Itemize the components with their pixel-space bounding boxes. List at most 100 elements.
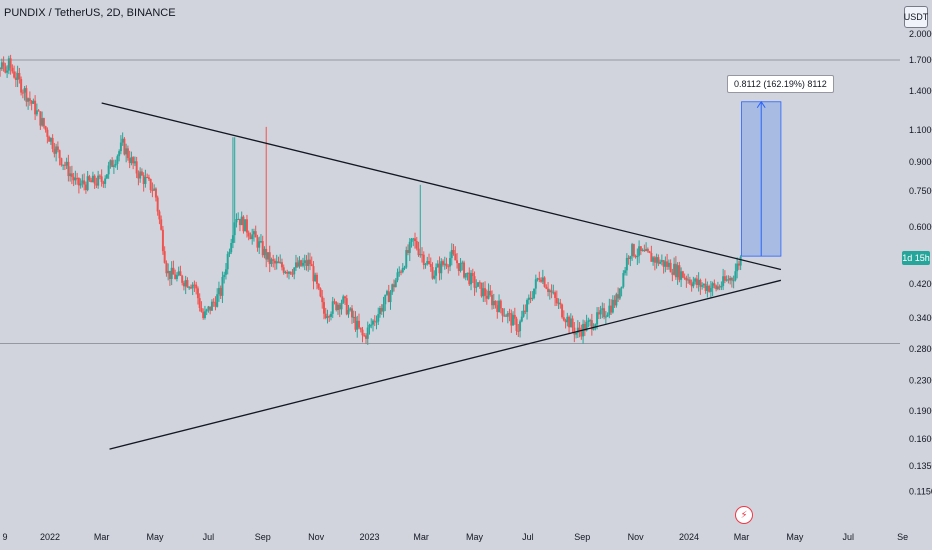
candle-body	[301, 262, 304, 266]
candle-body	[186, 280, 189, 288]
currency-button[interactable]: USDT	[904, 6, 928, 28]
candle-body	[578, 327, 581, 331]
candle-body	[415, 241, 418, 249]
candle-body	[310, 264, 313, 267]
candle-body	[531, 298, 534, 300]
candle-body	[688, 279, 691, 284]
candle-body	[641, 249, 644, 251]
candle-body	[294, 262, 297, 268]
candle-body	[447, 266, 450, 268]
candle-body	[28, 98, 31, 102]
candle-body	[718, 286, 721, 288]
candle-body	[496, 305, 499, 313]
candle-body	[533, 288, 536, 299]
candle-body	[219, 287, 222, 296]
candle-body	[622, 273, 625, 287]
candle-body	[149, 178, 152, 191]
x-tick-label: Jul	[843, 532, 855, 542]
candle-body	[174, 274, 177, 280]
candle-body	[6, 70, 9, 73]
candle-body	[368, 324, 371, 328]
trendline-0[interactable]	[101, 102, 782, 271]
candle-body	[343, 296, 346, 299]
candle-body	[151, 190, 154, 192]
time-axis[interactable]: 9 2022 Mar May Jul Sep Nov 2023 Mar May Jul Sep Nov 2…	[2, 532, 908, 542]
candle-body	[32, 100, 35, 104]
candle-body	[550, 290, 553, 293]
candle-body	[256, 237, 259, 248]
candle-body	[321, 296, 324, 303]
candle-body	[421, 254, 424, 256]
candle-body	[408, 241, 411, 253]
candle-body	[156, 197, 159, 212]
x-tick-label: 2024	[679, 532, 699, 542]
candle-body	[403, 267, 406, 269]
lightning-icon[interactable]: ⚡	[735, 506, 753, 524]
candle-body	[436, 263, 439, 268]
candle-body	[98, 175, 101, 177]
candle-body	[95, 183, 98, 186]
candle-body	[139, 171, 142, 179]
candle-body	[599, 310, 602, 315]
candle-body	[631, 244, 634, 257]
candle-body	[30, 101, 33, 104]
x-tick-label: Jul	[203, 532, 215, 542]
x-tick-label: 2023	[359, 532, 379, 542]
candle-body	[664, 261, 667, 267]
candle-body	[380, 307, 383, 312]
candle-body	[198, 298, 201, 308]
candle-body	[154, 188, 157, 198]
candle-body	[60, 158, 63, 166]
candle-body	[163, 251, 166, 263]
candle-body	[140, 171, 143, 176]
candle-body	[492, 300, 495, 306]
candle-body	[513, 314, 516, 319]
candle-body	[84, 184, 87, 191]
candle-body	[716, 286, 719, 290]
candle-body	[680, 271, 683, 280]
candle-body	[522, 310, 525, 317]
candle-body	[70, 173, 73, 177]
candle-body	[65, 161, 68, 166]
candle-body	[484, 288, 487, 296]
candle-body	[566, 316, 569, 323]
candle-body	[237, 218, 240, 220]
candle-body	[636, 255, 639, 258]
candle-body	[249, 236, 252, 240]
candle-body	[393, 284, 396, 288]
candle-body	[543, 277, 546, 287]
candle-body	[291, 273, 294, 275]
candle-body	[74, 177, 77, 181]
candle-body	[639, 246, 642, 251]
candle-body	[456, 260, 459, 264]
candle-body	[298, 260, 301, 267]
candle-body	[354, 316, 357, 330]
candle-body	[555, 297, 558, 304]
candle-body	[407, 250, 410, 253]
candle-body	[650, 252, 653, 262]
candle-body	[254, 231, 257, 238]
candle-body	[706, 285, 709, 291]
candle-body	[170, 267, 173, 279]
candle-body	[375, 321, 378, 323]
trendline-1[interactable]	[109, 279, 782, 450]
candle-body	[100, 176, 103, 183]
candle-body	[67, 161, 70, 177]
candle-body	[618, 288, 621, 299]
chart-title: PUNDIX / TetherUS, 2D, BINANCE	[4, 7, 176, 19]
candle-body	[730, 277, 733, 281]
candle-body	[13, 71, 16, 78]
measure-tool[interactable]	[741, 100, 782, 257]
candle-body	[123, 138, 126, 155]
candle-body	[275, 261, 278, 264]
candle-body	[576, 327, 579, 333]
candle-body	[268, 252, 271, 265]
candle-body	[377, 314, 380, 322]
candle-body	[615, 294, 618, 306]
candle-body	[499, 300, 502, 309]
candle-body	[554, 292, 557, 298]
